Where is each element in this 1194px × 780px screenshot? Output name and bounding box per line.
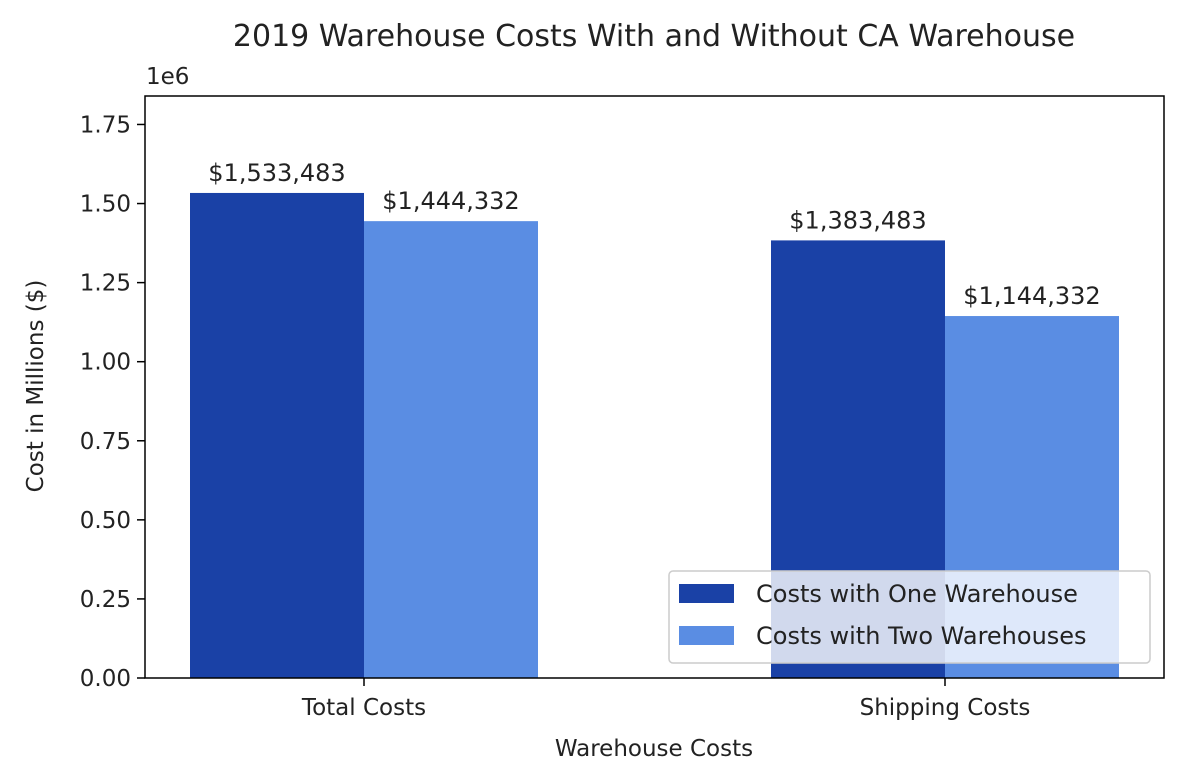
x-axis-label: Warehouse Costs xyxy=(555,736,753,762)
y-tick-label: 1.00 xyxy=(80,350,131,376)
bar-value-label: $1,144,332 xyxy=(963,282,1100,310)
x-axis: Total Costs Shipping Costs xyxy=(301,678,1030,721)
legend-label-2: Costs with Two Warehouses xyxy=(756,622,1087,650)
y-tick-label: 1.50 xyxy=(80,192,131,218)
y-tick-label: 0.75 xyxy=(80,429,131,455)
legend-box xyxy=(668,570,1151,664)
x-tick-label: Shipping Costs xyxy=(860,695,1031,721)
bar-value-label: $1,383,483 xyxy=(789,206,926,234)
legend: Costs with One Warehouse Costs with Two W… xyxy=(668,570,1151,664)
y-offset-label: 1e6 xyxy=(146,64,189,90)
legend-swatch-1 xyxy=(679,584,734,603)
y-tick-label: 1.75 xyxy=(80,112,131,138)
y-tick-label: 1.25 xyxy=(80,271,131,297)
legend-swatch-2 xyxy=(679,626,734,645)
chart-title: 2019 Warehouse Costs With and Without CA… xyxy=(233,19,1075,54)
y-tick-label: 0.25 xyxy=(80,587,131,613)
bar-value-label: $1,444,332 xyxy=(382,187,519,215)
bar-value-label: $1,533,483 xyxy=(208,159,345,187)
y-axis: 0.00 0.25 0.50 0.75 1.00 1.25 1.50 1.75 xyxy=(80,112,145,692)
bar-2-1 xyxy=(364,221,538,679)
y-axis-label: Cost in Millions ($) xyxy=(23,280,49,493)
legend-label-1: Costs with One Warehouse xyxy=(756,580,1078,608)
bar-1-1 xyxy=(190,192,364,678)
y-tick-label: 0.50 xyxy=(80,508,131,534)
bar-labels-layer: $1,533,483 $1,383,483 $1,444,332 $1,144,332 xyxy=(208,159,1100,310)
y-tick-label: 0.00 xyxy=(80,666,131,692)
plot-frame xyxy=(144,95,1165,679)
x-tick-label: Total Costs xyxy=(301,695,426,721)
